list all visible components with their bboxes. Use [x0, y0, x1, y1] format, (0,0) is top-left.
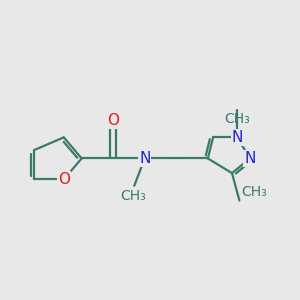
- Text: N: N: [139, 151, 150, 166]
- Text: O: O: [107, 113, 119, 128]
- Text: O: O: [58, 172, 70, 187]
- Text: CH₃: CH₃: [242, 185, 267, 200]
- Text: CH₃: CH₃: [120, 189, 146, 203]
- Text: N: N: [244, 151, 256, 166]
- Text: CH₃: CH₃: [224, 112, 250, 126]
- Text: N: N: [232, 130, 243, 145]
